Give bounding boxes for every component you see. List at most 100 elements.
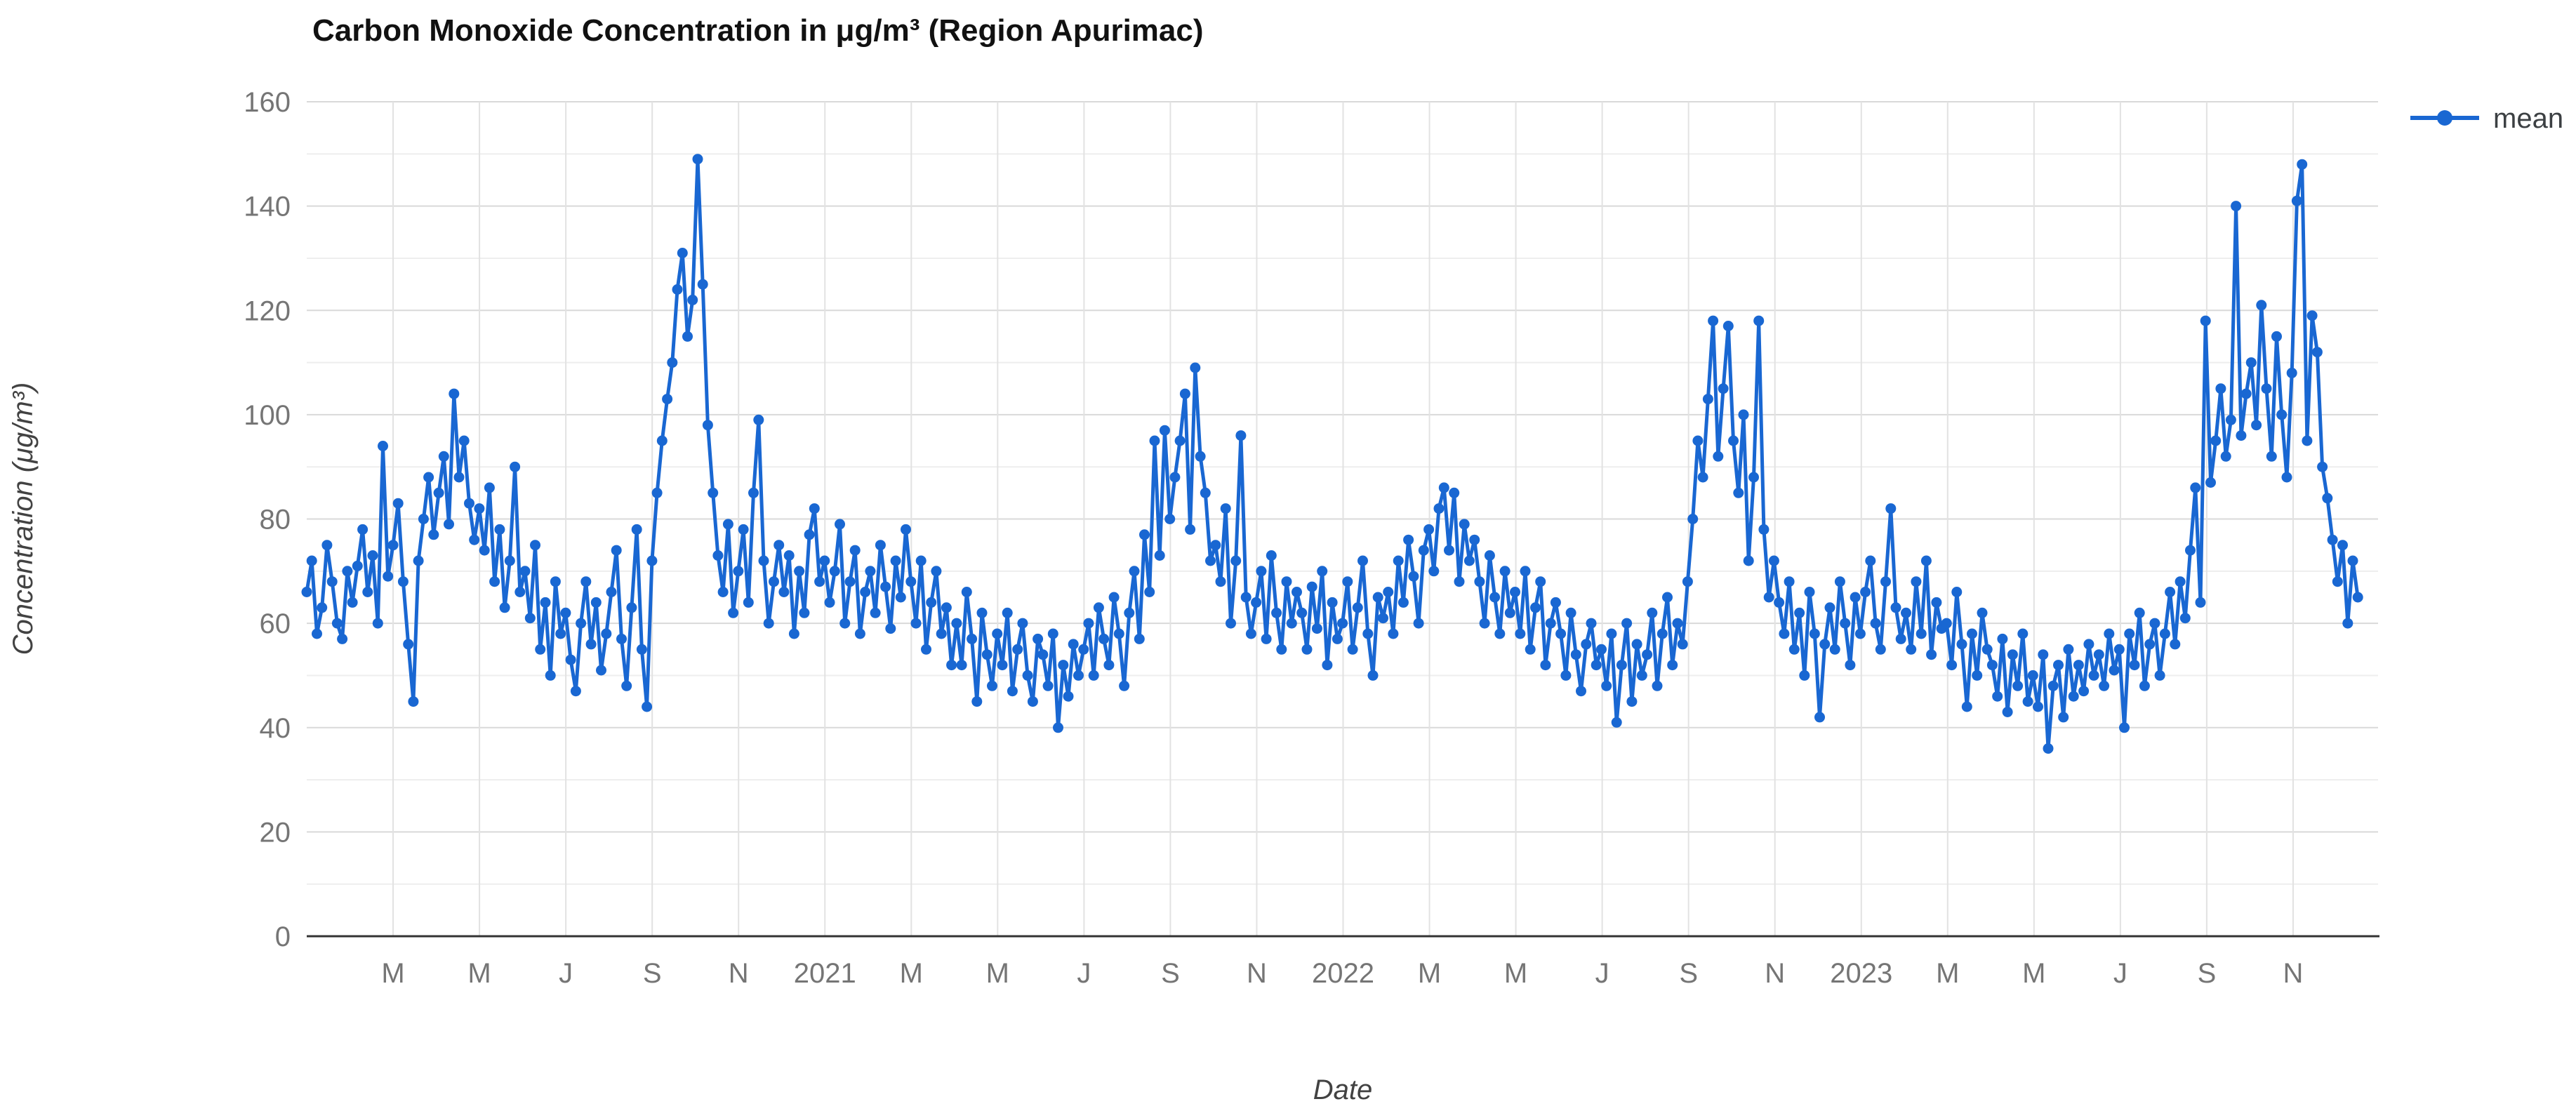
data-point[interactable] — [1215, 576, 1226, 587]
data-point[interactable] — [1033, 633, 1044, 644]
data-point[interactable] — [1981, 644, 1993, 655]
data-point[interactable] — [961, 587, 972, 597]
data-point[interactable] — [413, 555, 424, 566]
data-point[interactable] — [1037, 649, 1049, 660]
data-point[interactable] — [809, 503, 820, 514]
data-point[interactable] — [992, 628, 1003, 639]
data-point[interactable] — [1854, 628, 1866, 639]
data-point[interactable] — [712, 550, 724, 561]
data-point[interactable] — [1012, 644, 1023, 655]
data-point[interactable] — [489, 576, 500, 587]
data-point[interactable] — [1829, 644, 1840, 655]
data-point[interactable] — [1459, 519, 1470, 530]
data-point[interactable] — [2012, 680, 2024, 691]
data-point[interactable] — [611, 545, 622, 556]
data-point[interactable] — [956, 660, 967, 671]
data-point[interactable] — [321, 540, 333, 551]
data-point[interactable] — [1240, 592, 1252, 603]
data-point[interactable] — [1687, 514, 1699, 524]
data-point[interactable] — [2073, 660, 2084, 671]
data-point[interactable] — [1164, 514, 1176, 524]
data-point[interactable] — [484, 482, 495, 493]
data-point[interactable] — [829, 566, 840, 577]
data-point[interactable] — [2311, 347, 2323, 358]
data-point[interactable] — [976, 607, 988, 618]
data-point[interactable] — [1159, 425, 1170, 436]
data-point[interactable] — [2002, 707, 2013, 717]
data-point[interactable] — [778, 587, 790, 597]
data-point[interactable] — [540, 597, 551, 608]
data-point[interactable] — [1438, 482, 1449, 493]
data-point[interactable] — [2240, 388, 2252, 399]
data-point[interactable] — [1992, 691, 2003, 702]
data-point[interactable] — [722, 519, 733, 530]
data-point[interactable] — [941, 602, 952, 613]
data-point[interactable] — [1845, 660, 1856, 671]
data-point[interactable] — [2047, 680, 2059, 691]
data-point[interactable] — [1413, 618, 1424, 629]
data-point[interactable] — [1860, 587, 1871, 597]
data-point[interactable] — [1408, 571, 1419, 582]
data-point[interactable] — [362, 587, 373, 597]
data-point[interactable] — [2093, 649, 2104, 660]
data-point[interactable] — [2139, 680, 2150, 691]
data-point[interactable] — [2099, 680, 2110, 691]
data-point[interactable] — [1190, 362, 1201, 373]
data-point[interactable] — [708, 487, 719, 498]
data-point[interactable] — [814, 576, 825, 587]
data-point[interactable] — [1794, 607, 1805, 618]
data-point[interactable] — [1870, 618, 1881, 629]
data-point[interactable] — [560, 607, 571, 618]
data-point[interactable] — [2124, 628, 2135, 639]
data-point[interactable] — [1824, 602, 1835, 613]
data-point[interactable] — [931, 566, 942, 577]
data-point[interactable] — [2022, 696, 2033, 707]
data-point[interactable] — [306, 555, 317, 566]
data-point[interactable] — [535, 644, 546, 655]
data-point[interactable] — [1692, 435, 1704, 446]
data-point[interactable] — [1144, 587, 1155, 597]
data-point[interactable] — [758, 555, 769, 566]
data-point[interactable] — [1758, 524, 1770, 535]
data-point[interactable] — [378, 441, 388, 451]
data-point[interactable] — [2337, 540, 2348, 551]
data-point[interactable] — [981, 649, 992, 660]
data-point[interactable] — [1337, 618, 1348, 629]
data-point[interactable] — [342, 566, 353, 577]
data-point[interactable] — [331, 618, 343, 629]
data-point[interactable] — [1591, 660, 1602, 671]
data-point[interactable] — [854, 628, 865, 639]
data-point[interactable] — [1230, 555, 1242, 566]
data-point[interactable] — [1642, 649, 1653, 660]
data-point[interactable] — [1210, 540, 1221, 551]
data-point[interactable] — [2149, 618, 2160, 629]
data-point[interactable] — [677, 248, 688, 258]
data-point[interactable] — [596, 665, 606, 676]
data-point[interactable] — [692, 154, 703, 165]
data-point[interactable] — [1261, 633, 1272, 644]
data-point[interactable] — [1814, 712, 1825, 723]
data-point[interactable] — [1560, 670, 1572, 681]
data-point[interactable] — [301, 587, 312, 597]
data-point[interactable] — [1774, 597, 1785, 608]
data-point[interactable] — [1890, 602, 1901, 613]
data-point[interactable] — [1722, 321, 1734, 331]
data-point[interactable] — [2043, 743, 2054, 754]
data-point[interactable] — [804, 529, 815, 540]
data-point[interactable] — [1042, 680, 1054, 691]
data-point[interactable] — [1733, 487, 1744, 498]
data-point[interactable] — [367, 550, 378, 561]
data-point[interactable] — [1235, 430, 1247, 441]
data-point[interactable] — [788, 628, 799, 639]
data-point[interactable] — [444, 519, 454, 530]
data-point[interactable] — [1672, 618, 1683, 629]
data-point[interactable] — [1200, 487, 1211, 498]
data-point[interactable] — [1788, 644, 1800, 655]
data-point[interactable] — [464, 498, 474, 509]
data-point[interactable] — [2205, 477, 2216, 488]
data-point[interactable] — [433, 487, 444, 498]
data-point[interactable] — [2119, 722, 2130, 733]
data-point[interactable] — [1489, 592, 1501, 603]
data-point[interactable] — [2261, 383, 2272, 394]
data-point[interactable] — [1779, 628, 1790, 639]
